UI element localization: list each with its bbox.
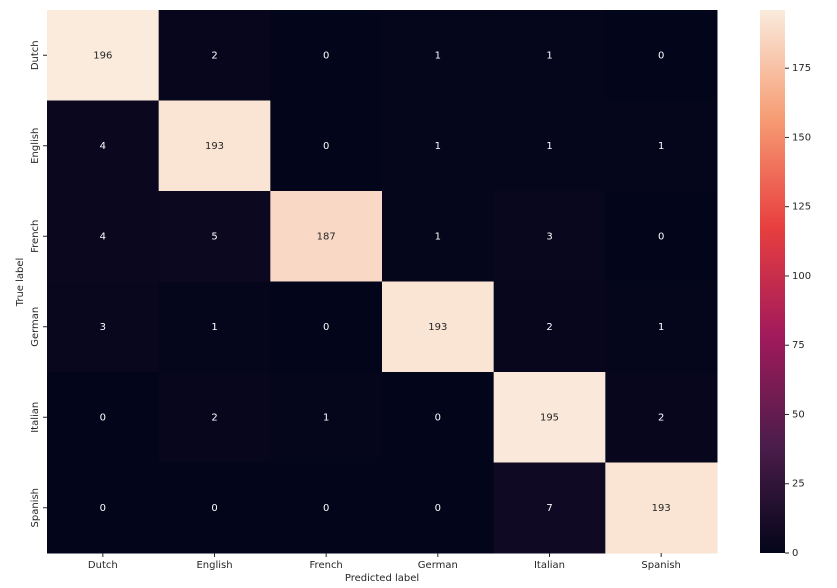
- y-tick-label: French: [30, 220, 41, 253]
- heatmap-cell: [605, 281, 718, 373]
- cell-label: 1: [435, 141, 441, 152]
- cell-label: 0: [323, 503, 329, 514]
- y-axis-label: True label: [15, 258, 26, 308]
- heatmap-cell: [493, 100, 606, 192]
- cell-label: 193: [205, 141, 224, 152]
- heatmap-cell: [270, 10, 383, 101]
- cell-label: 3: [100, 322, 106, 333]
- heatmap-cell: [382, 191, 495, 282]
- heatmap-cell: [270, 281, 383, 373]
- heatmap-cell: [47, 372, 160, 463]
- heatmap-cell: [493, 462, 606, 554]
- cell-label: 4: [100, 141, 106, 152]
- heatmap-cell: [382, 10, 495, 101]
- cell-label: 4: [100, 231, 106, 242]
- cell-label: 1: [658, 322, 664, 333]
- x-tick-label: Italian: [534, 560, 565, 571]
- heatmap-cell: [605, 372, 718, 463]
- colorbar-tick-label: 125: [792, 202, 811, 213]
- heatmap-cell: [158, 100, 271, 192]
- cell-label: 1: [323, 412, 329, 423]
- cell-label: 0: [100, 412, 106, 423]
- heatmap-cell: [605, 10, 718, 101]
- cell-label: 195: [540, 412, 559, 423]
- heatmap-cell: [493, 191, 606, 282]
- y-tick-label: Dutch: [30, 40, 41, 70]
- heatmap-cell: [605, 191, 718, 282]
- heatmap-cell: [270, 191, 383, 282]
- heatmap-cell: [158, 372, 271, 463]
- x-tick-label: German: [418, 560, 458, 571]
- cell-label: 3: [546, 231, 552, 242]
- cell-label: 2: [211, 412, 217, 423]
- heatmap-cell: [47, 100, 160, 192]
- heatmap-cell: [47, 281, 160, 373]
- cell-label: 196: [93, 50, 112, 61]
- colorbar-tick-label: 150: [792, 132, 811, 143]
- y-tick-label: Spanish: [30, 488, 41, 528]
- heatmap-cell: [158, 10, 271, 101]
- colorbar-tick-label: 175: [792, 63, 811, 74]
- colorbar-tick-label: 0: [792, 548, 798, 559]
- colorbar: [760, 10, 785, 553]
- cell-label: 2: [658, 412, 664, 423]
- x-tick-label: French: [310, 560, 343, 571]
- colorbar-tick-label: 50: [792, 409, 805, 420]
- x-tick-label: Spanish: [641, 560, 681, 571]
- y-tick-label: German: [30, 307, 41, 347]
- cell-label: 0: [435, 503, 441, 514]
- heatmap-cell: [493, 372, 606, 463]
- cell-label: 0: [323, 50, 329, 61]
- cell-label: 2: [211, 50, 217, 61]
- cell-label: 193: [428, 322, 447, 333]
- heatmap-cell: [382, 462, 495, 554]
- y-tick-label: English: [30, 128, 41, 164]
- cell-label: 1: [211, 322, 217, 333]
- y-tick-label: Italian: [30, 402, 41, 433]
- cell-label: 187: [317, 231, 336, 242]
- heatmap-cell: [605, 100, 718, 192]
- heatmap-cell: [382, 372, 495, 463]
- x-tick-label: Dutch: [88, 560, 118, 571]
- x-axis-label: Predicted label: [345, 573, 419, 584]
- heatmap-cell: [158, 462, 271, 554]
- cell-label: 0: [100, 503, 106, 514]
- heatmap-cell: [605, 462, 718, 554]
- heatmap-cell: [47, 10, 160, 101]
- cell-label: 2: [546, 322, 552, 333]
- heatmap-cell: [158, 191, 271, 282]
- cell-label: 1: [546, 141, 552, 152]
- cell-label: 0: [323, 141, 329, 152]
- cell-label: 5: [211, 231, 217, 242]
- cell-label: 0: [658, 50, 664, 61]
- heatmap-cell: [493, 281, 606, 373]
- cell-label: 0: [435, 412, 441, 423]
- heatmap-cell: [493, 10, 606, 101]
- cell-label: 1: [435, 231, 441, 242]
- cell-label: 193: [652, 503, 671, 514]
- heatmap-cell: [270, 372, 383, 463]
- heatmap-cell: [270, 462, 383, 554]
- heatmap-cell: [47, 191, 160, 282]
- cell-label: 1: [658, 141, 664, 152]
- heatmap-cell: [158, 281, 271, 373]
- cell-label: 0: [323, 322, 329, 333]
- heatmap-cell: [47, 462, 160, 554]
- cell-label: 0: [211, 503, 217, 514]
- heatmap-cell: [382, 281, 495, 373]
- colorbar-tick-label: 25: [792, 479, 805, 490]
- heatmap-cell: [270, 100, 383, 192]
- cell-label: 7: [546, 503, 552, 514]
- cell-label: 1: [435, 50, 441, 61]
- cell-label: 1: [546, 50, 552, 61]
- colorbar-tick-label: 75: [792, 340, 805, 351]
- colorbar-tick-label: 100: [792, 271, 811, 282]
- cell-label: 0: [658, 231, 664, 242]
- x-tick-label: English: [196, 560, 232, 571]
- heatmap-cell: [382, 100, 495, 192]
